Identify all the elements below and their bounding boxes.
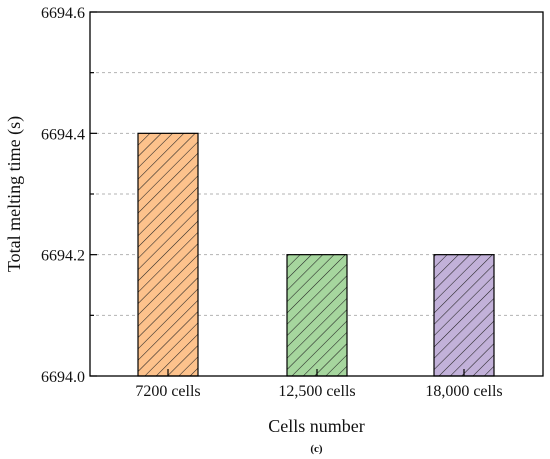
bar-hatch <box>434 254 494 376</box>
bars <box>137 132 495 377</box>
axis-ticks: 6694.0 6694.2 6694.4 6694.6 7200 cells 12,500… <box>41 5 503 400</box>
y-axis-title: Total melting time (s) <box>4 116 25 272</box>
x-tick-label: 7200 cells <box>135 383 200 400</box>
x-axis-title: Cells number <box>268 416 365 436</box>
bar-hatch <box>138 133 198 376</box>
x-tick-label: 12,500 cells <box>278 383 355 400</box>
y-tick-label: 6694.4 <box>41 126 85 143</box>
y-tick-label: 6694.0 <box>41 369 85 386</box>
y-tick-label: 6694.2 <box>41 248 85 265</box>
figure-caption: (c) <box>310 443 323 455</box>
x-tick-label: 18,000 cells <box>425 383 502 400</box>
y-tick-label: 6694.6 <box>41 5 85 22</box>
bar-hatch <box>287 254 347 376</box>
